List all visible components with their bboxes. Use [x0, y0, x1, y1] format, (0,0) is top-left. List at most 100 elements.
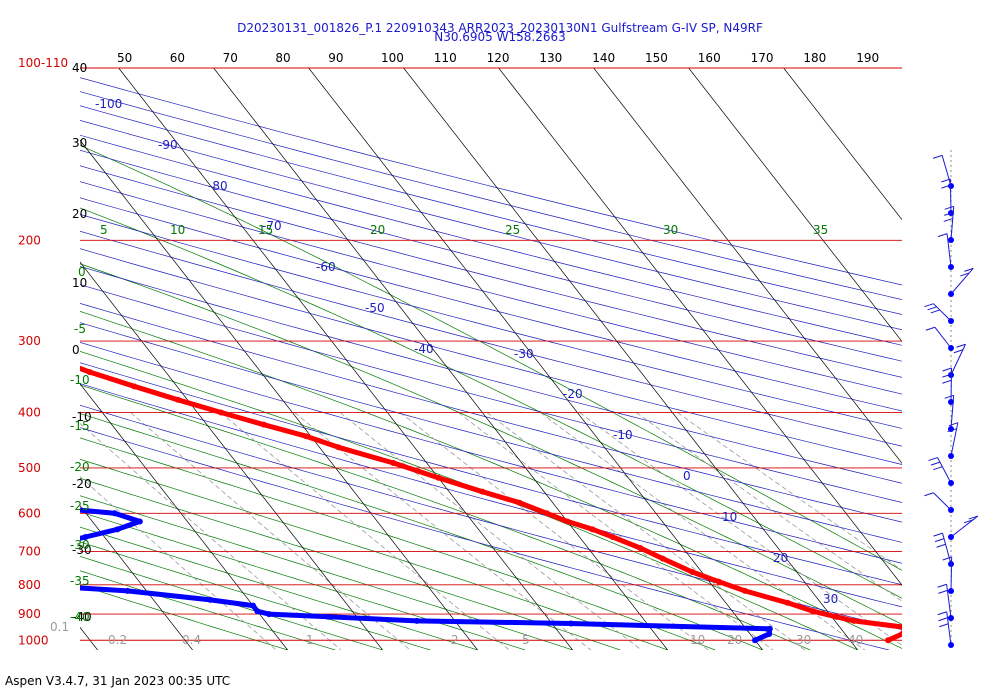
isotherm-line — [80, 261, 383, 650]
dry-adiabat-label: -80 — [208, 179, 228, 193]
dry-adiabat-label: -90 — [158, 138, 178, 152]
moist-adiabat-label: 25 — [505, 223, 520, 237]
temperature-point — [1, 338, 7, 344]
isotherm-line — [593, 68, 902, 464]
moist-adiabat-line — [80, 556, 383, 650]
temperature-point — [715, 578, 722, 585]
wind-barb — [948, 267, 974, 297]
dewpoint-point — [0, 549, 5, 555]
temperature-point — [479, 488, 486, 495]
dry-adiabat-label: 20 — [773, 551, 788, 565]
moist-adiabat-label: 15 — [258, 223, 273, 237]
pressure-label: 900 — [18, 607, 41, 621]
dewpoint-point — [207, 596, 214, 603]
temperature-tick-label: 10 — [72, 276, 87, 290]
temperature-point — [885, 637, 891, 644]
temperature-point — [899, 630, 902, 637]
moist-adiabat-line — [80, 511, 526, 650]
dry-adiabat-line — [80, 213, 902, 429]
wind-barb — [928, 457, 954, 486]
moist-adiabat-line — [80, 526, 478, 650]
temperature-point — [543, 510, 550, 517]
temperature-tick-label: 0 — [72, 343, 80, 357]
wind-barb — [942, 556, 954, 594]
theta-tick-label: 170 — [751, 51, 774, 65]
isotherm-line — [80, 383, 288, 650]
theta-tick-label: 70 — [223, 51, 238, 65]
chart-title-line1: D20230131_001826_P.1 220910343 ARR2023_2… — [237, 21, 763, 35]
mixing-ratio-line — [130, 412, 411, 650]
moist-adiabat-line — [80, 541, 431, 650]
version-footer: Aspen V3.4.7, 31 Jan 2023 00:35 UTC — [5, 674, 231, 688]
moist-adiabat-line — [80, 263, 902, 625]
isotherm-line — [80, 139, 478, 650]
theta-tick-label: 120 — [487, 51, 510, 65]
isotherm-line — [783, 68, 902, 221]
wind-barb — [937, 233, 954, 270]
moist-adiabat-label: 5 — [100, 223, 108, 237]
temperature-tick-label: 20 — [72, 207, 87, 221]
moist-adiabat-line — [80, 495, 573, 650]
dewpoint-point — [766, 625, 773, 632]
temperature-tick-label: -10 — [72, 410, 92, 424]
isotherm-line — [80, 505, 193, 650]
wind-barb — [948, 515, 979, 540]
moist-adiabat-label: 30 — [663, 223, 678, 237]
dry-adiabat-label: -60 — [316, 260, 336, 274]
dry-adiabat-line — [80, 197, 902, 412]
moist-adiabat-line — [80, 413, 763, 650]
theta-tick-label: 60 — [170, 51, 185, 65]
temperature-point — [589, 526, 596, 533]
moist-adiabat-line — [80, 384, 811, 650]
dry-adiabat-line — [80, 427, 890, 650]
moist-adiabat-label: -5 — [74, 322, 86, 336]
dewpoint-point — [250, 602, 257, 609]
theta-tick-label: 110 — [434, 51, 457, 65]
pressure-label: 800 — [18, 578, 41, 592]
chart-title-line2: N30.6905 W158.2663 — [434, 30, 566, 44]
moist-adiabat-label: 10 — [170, 223, 185, 237]
mixing-ratio-label: 20 — [727, 633, 742, 647]
wind-barb — [933, 532, 954, 567]
theta-tick-label: 130 — [539, 51, 562, 65]
dry-adiabat-label: 0 — [683, 469, 691, 483]
temperature-tick-label: 30 — [72, 136, 87, 150]
mixing-ratio-line — [80, 423, 342, 650]
moist-adiabat-label: -30 — [70, 538, 90, 552]
wind-barb — [943, 205, 955, 243]
moist-adiabat-line — [80, 458, 668, 650]
wind-barb — [924, 303, 954, 324]
temperature-point — [131, 383, 138, 390]
dry-adiabat-label: -70 — [262, 219, 282, 233]
temperature-point — [335, 444, 342, 451]
theta-tick-label: 160 — [698, 51, 721, 65]
dewpoint-point — [82, 533, 89, 540]
theta-tick-label: 190 — [856, 51, 879, 65]
dry-adiabat-label: -10 — [613, 428, 633, 442]
temperature-point — [86, 369, 93, 376]
isotherm-line — [498, 68, 902, 586]
moist-adiabat-label: -25 — [70, 499, 90, 513]
temperature-point — [689, 569, 696, 576]
theta-tick-label: 80 — [275, 51, 290, 65]
moist-adiabat-line — [80, 437, 716, 650]
temperature-point — [742, 587, 749, 594]
moist-adiabat-label: -40 — [70, 610, 90, 624]
mixing-ratio-label: 2 — [451, 633, 459, 647]
pressure-label: 100-110 — [18, 56, 68, 70]
dewpoint-point — [50, 541, 56, 547]
temperature-point — [218, 409, 225, 416]
theta-tick-label: 90 — [328, 51, 343, 65]
isotherm-line — [80, 626, 98, 650]
moist-adiabat-line — [80, 477, 621, 650]
dewpoint-profile-line — [80, 507, 773, 643]
mixing-ratio-line — [80, 476, 277, 650]
pressure-label: 300 — [18, 334, 41, 348]
dewpoint-point — [413, 617, 420, 624]
mixing-ratio-line — [400, 412, 709, 650]
moist-adiabat-line — [80, 584, 288, 650]
temperature-tick-label: -30 — [72, 543, 92, 557]
wind-barb — [948, 343, 966, 378]
moist-adiabat-label: 0 — [78, 265, 86, 279]
